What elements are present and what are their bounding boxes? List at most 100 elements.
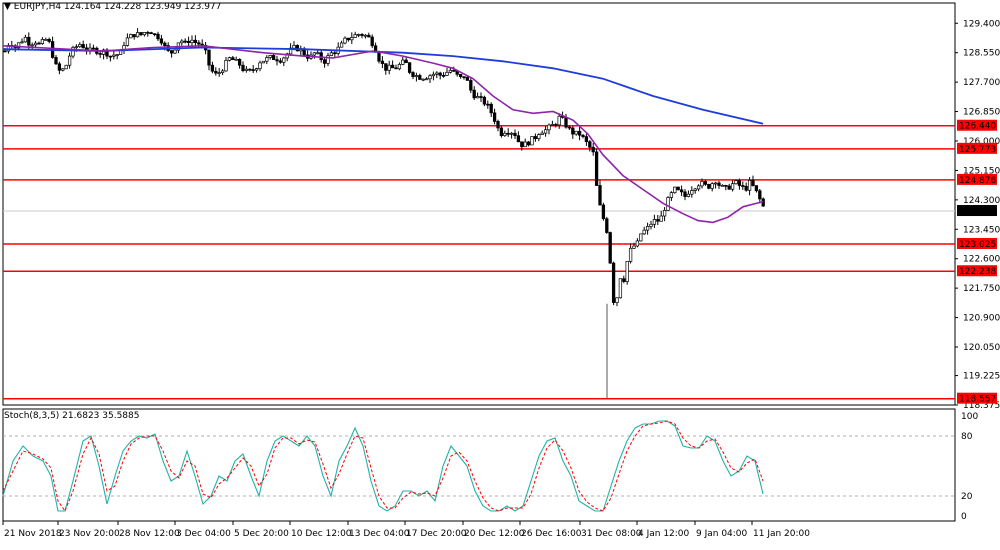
- candle-body: [98, 53, 102, 55]
- x-tick-label: 3 Dec 04:00: [176, 529, 231, 539]
- candle-body: [482, 96, 487, 105]
- candle-body: [135, 32, 140, 38]
- x-tick-label: 31 Dec 08:00: [581, 529, 642, 539]
- level-label-bg: [957, 237, 997, 249]
- candle-body: [346, 37, 351, 41]
- x-tick-label: 13 Dec 04:00: [349, 529, 410, 539]
- candle-body: [401, 59, 405, 65]
- candle-body: [367, 34, 371, 38]
- candle-body: [574, 130, 578, 135]
- candle-body: [458, 73, 463, 77]
- candle-body: [499, 127, 504, 136]
- candle-body: [27, 36, 31, 46]
- candle-body: [581, 134, 585, 137]
- candle-body: [418, 75, 422, 80]
- candle-body: [431, 73, 436, 77]
- x-tick-label: 4 Jan 12:00: [638, 529, 690, 539]
- candle-body: [91, 47, 96, 50]
- candle-body: [64, 64, 68, 70]
- candle-body: [693, 188, 697, 191]
- candle-body: [78, 44, 82, 47]
- candle-body: [234, 58, 238, 61]
- symbol-label: EURJPY,H4: [13, 2, 62, 12]
- candle-body: [353, 34, 357, 38]
- x-tick-label: 10 Dec 12:00: [291, 529, 352, 539]
- candle-body: [673, 186, 677, 194]
- candle-body: [421, 78, 425, 81]
- fast-moving-average-line: [2, 44, 764, 224]
- candle-body: [322, 59, 327, 64]
- candle-body: [696, 185, 701, 190]
- candle-body: [61, 68, 65, 71]
- y-tick-label: 122.600: [963, 255, 1000, 265]
- y-tick-label: 129.400: [963, 19, 1000, 29]
- candle-body: [214, 70, 218, 74]
- candle-body: [741, 185, 745, 187]
- level-label-bg: [957, 265, 997, 277]
- candle-body: [397, 64, 402, 70]
- candle-body: [564, 117, 568, 128]
- candle-body: [44, 39, 48, 41]
- candle-body: [33, 42, 38, 46]
- candle-body: [448, 69, 453, 73]
- candle-body: [598, 185, 602, 206]
- candle-body: [404, 59, 408, 64]
- candle-body: [265, 57, 269, 62]
- candle-body: [20, 41, 24, 44]
- candle-body: [516, 135, 521, 143]
- candle-body: [747, 180, 752, 191]
- candle-body: [754, 185, 759, 192]
- candle-body: [67, 55, 72, 66]
- candle-body: [676, 186, 680, 191]
- candle-body: [622, 278, 626, 282]
- candle-body: [254, 68, 259, 71]
- level-label-bg: [957, 142, 997, 154]
- x-tick-label: 28 Nov 12:00: [119, 529, 180, 539]
- level-label: 124.876: [959, 176, 996, 186]
- candle-body: [129, 34, 133, 39]
- candle-body: [547, 124, 551, 131]
- candle-body: [278, 60, 283, 63]
- stoch-signal-line: [2, 420, 764, 513]
- candle-body: [503, 132, 507, 136]
- candle-body: [132, 34, 136, 38]
- candle-body: [475, 96, 480, 99]
- candle-body: [54, 57, 58, 65]
- candle-body: [537, 134, 541, 140]
- y-tick-label: 124.300: [963, 196, 1000, 206]
- candle-body: [112, 54, 116, 57]
- candle-body: [717, 182, 721, 186]
- candle-body: [489, 103, 493, 114]
- candle-body: [540, 132, 544, 135]
- candle-body: [248, 68, 252, 71]
- candle-body: [319, 52, 323, 61]
- candle-body: [424, 78, 429, 81]
- y-tick-label: 127.700: [963, 78, 1000, 88]
- level-label-bg: [957, 119, 997, 131]
- candle-body: [193, 39, 198, 44]
- candle-body: [469, 80, 473, 91]
- ohlc-readout: 124.164 124.228 123.949 123.977: [63, 2, 222, 12]
- candle-body: [271, 55, 276, 60]
- candle-body: [669, 192, 674, 198]
- candle-body: [220, 70, 225, 73]
- level-label: 125.773: [959, 145, 996, 155]
- candle-body: [40, 39, 45, 44]
- candle-body: [632, 245, 636, 249]
- candle-body: [326, 55, 330, 64]
- symbol-dropdown-icon[interactable]: ▼: [4, 2, 11, 12]
- candle-body: [662, 210, 667, 217]
- x-tick-label: 9 Jan 04:00: [696, 529, 748, 539]
- stoch-tick-label: 80: [961, 432, 973, 442]
- candle-body: [125, 37, 130, 46]
- candle-body: [486, 103, 490, 106]
- candle-body: [312, 52, 317, 56]
- candle-body: [686, 193, 691, 197]
- candle-body: [666, 197, 670, 211]
- candle-body: [513, 132, 517, 137]
- stoch-panel-border: [2, 408, 956, 522]
- candle-body: [642, 229, 646, 235]
- candle-body: [452, 69, 456, 72]
- candle-body: [591, 146, 595, 153]
- candle-body: [169, 50, 174, 54]
